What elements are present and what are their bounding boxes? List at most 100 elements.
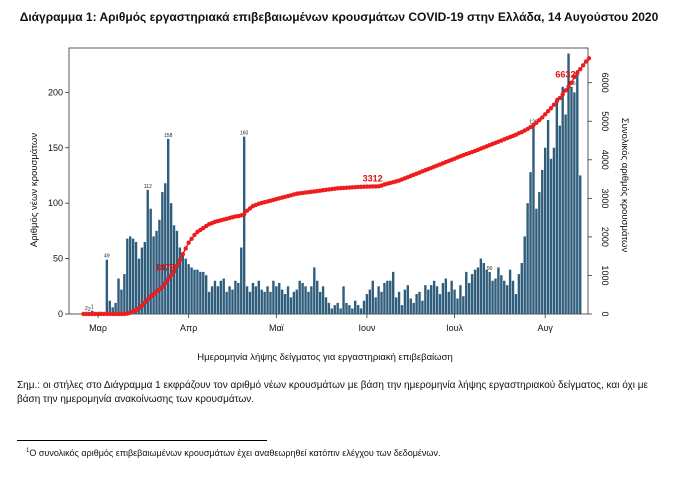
cumulative-point: [575, 70, 580, 76]
bar: [546, 120, 550, 315]
cumulative-point: [139, 303, 145, 308]
bar: [269, 291, 272, 314]
bar: [134, 241, 138, 314]
bar: [336, 302, 339, 314]
y-right-tick-label: 3000: [600, 188, 610, 208]
cumulative-point: [583, 59, 589, 64]
bar: [517, 274, 521, 314]
bar: [400, 305, 404, 314]
bar: [324, 297, 328, 314]
cumulative-point: [171, 269, 177, 274]
bar: [406, 285, 410, 314]
bar: [231, 289, 234, 314]
bar: [283, 294, 287, 314]
cumulative-line: [81, 56, 592, 317]
bar: [362, 300, 366, 314]
bar: [473, 269, 477, 314]
cumulative-point: [578, 67, 583, 72]
bar: [146, 189, 149, 314]
bar: [374, 297, 377, 314]
bar: [298, 280, 301, 314]
bar: [184, 258, 187, 314]
bar: [371, 280, 374, 314]
bar: [476, 267, 480, 314]
bar: [497, 267, 500, 314]
line-annotation: 1879: [155, 262, 175, 272]
cumulative-point: [241, 211, 247, 217]
cumulative-point: [572, 74, 577, 80]
bar: [421, 300, 424, 314]
bar: [278, 282, 281, 314]
bar: [207, 291, 211, 314]
bar: [286, 286, 290, 314]
bar: [126, 238, 129, 314]
chart-title: Διάγραμμα 1: Αριθμός εργαστηριακά επιβεβ…: [19, 10, 659, 24]
bar: [245, 286, 249, 314]
cumulative-point: [542, 112, 548, 117]
bar: [453, 289, 456, 314]
bar: [240, 247, 243, 314]
cumulative-point: [545, 109, 551, 114]
bar: [558, 125, 561, 314]
bar: [152, 236, 155, 314]
bar: [549, 158, 553, 314]
bar-value-label: 158: [164, 133, 173, 139]
bar: [213, 280, 217, 314]
bar: [143, 241, 147, 314]
line-annotation: 3312: [363, 173, 383, 183]
bar: [514, 294, 518, 314]
cumulative-point: [537, 117, 542, 123]
bar: [418, 291, 421, 314]
cumulative-point: [560, 92, 565, 97]
bar: [167, 138, 170, 314]
bar-value-label: 1: [91, 305, 94, 311]
bar: [479, 258, 483, 314]
bar: [131, 238, 135, 314]
y-right-tick-label: 1000: [600, 265, 610, 285]
y-axis-left-title: Αριθμός νέων κρουσμάτων: [29, 133, 40, 247]
bar: [280, 289, 284, 314]
bar: [260, 289, 263, 314]
bar: [412, 302, 415, 314]
bar: [190, 267, 193, 314]
bar-value-label: 112: [144, 184, 152, 190]
bar: [263, 291, 266, 314]
bar: [485, 269, 488, 314]
bar: [532, 125, 535, 314]
bar: [333, 305, 336, 314]
x-tick-label: Μαρ: [89, 323, 107, 333]
y-right-tick-label: 4000: [600, 150, 610, 170]
bar: [561, 86, 564, 315]
bar: [178, 247, 182, 314]
bar: [348, 305, 351, 314]
axes: 0501001502000100020003000400050006000Μαρ…: [48, 73, 610, 333]
bar: [438, 294, 442, 314]
bar: [579, 175, 582, 314]
cumulative-point: [554, 99, 560, 104]
bar: [500, 275, 503, 314]
cumulative-point: [174, 263, 180, 269]
bar: [555, 97, 559, 314]
bar: [383, 282, 386, 314]
bar: [511, 280, 515, 314]
bar: [161, 192, 164, 314]
bar: [392, 271, 395, 314]
footnote: 1Ο συνολικός αριθμός επιβεβαιωμένων κρου…: [26, 448, 440, 458]
cumulative-point: [557, 95, 562, 101]
x-tick-label: Απρ: [180, 323, 197, 333]
bar: [441, 282, 445, 314]
bar: [164, 183, 167, 314]
bar: [254, 286, 258, 314]
bar: [216, 286, 220, 314]
cumulative-point: [566, 84, 571, 89]
bar: [523, 236, 526, 314]
x-axis-title: Ημερομηνία λήψης δείγματος για εργαστηρι…: [197, 352, 452, 363]
bar: [321, 286, 325, 314]
y-left-tick-label: 100: [48, 198, 63, 208]
bar: [129, 236, 132, 314]
bar: [459, 285, 462, 314]
bar: [140, 247, 144, 314]
bar: [482, 263, 485, 314]
cumulative-point: [534, 120, 539, 125]
